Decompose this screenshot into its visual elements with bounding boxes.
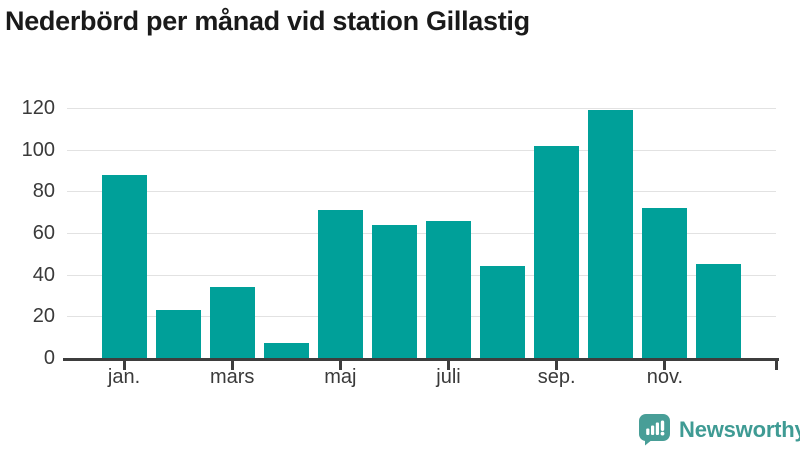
gridline-y-20 bbox=[67, 316, 776, 318]
chart-title: Nederbörd per månad vid station Gillasti… bbox=[5, 6, 530, 36]
plot-area bbox=[63, 108, 779, 370]
x-tick-label-sep.: sep. bbox=[537, 366, 576, 388]
bar-apr. bbox=[263, 343, 309, 358]
y-tick-label-120: 120 bbox=[21, 97, 55, 119]
x-tick-juli bbox=[447, 358, 451, 370]
x-tick-mars bbox=[230, 358, 234, 370]
x-axis-labels: jan. mars maj juli sep. nov. bbox=[67, 366, 776, 394]
x-tick-maj bbox=[338, 358, 342, 370]
bar-mars bbox=[209, 287, 255, 358]
x-tick-sep. bbox=[555, 358, 559, 370]
x-axis-end-tick bbox=[775, 358, 778, 370]
gridline-y-40 bbox=[67, 274, 776, 276]
x-tick-jan. bbox=[122, 358, 126, 370]
bar-jan. bbox=[101, 174, 147, 358]
x-tick-label-juli: juli bbox=[436, 366, 461, 388]
y-tick-label-80: 80 bbox=[32, 180, 55, 203]
y-axis-labels: 0 20 40 60 80 100 120 bbox=[0, 97, 55, 369]
y-tick-label-100: 100 bbox=[21, 138, 55, 161]
x-tick-label-jan.: jan. bbox=[107, 366, 141, 388]
bar-juni bbox=[371, 224, 417, 358]
x-tick-label-maj: maj bbox=[324, 366, 357, 388]
bar-aug. bbox=[480, 266, 526, 358]
y-tick-label-20: 20 bbox=[32, 305, 55, 328]
y-tick-label-0: 0 bbox=[43, 347, 55, 369]
gridline-y-60 bbox=[67, 233, 776, 234]
y-tick-label-40: 40 bbox=[32, 263, 55, 286]
bar-sep. bbox=[534, 145, 580, 358]
x-tick-label-mars: mars bbox=[209, 366, 255, 388]
gridline-y-120 bbox=[67, 108, 776, 109]
bar-dec. bbox=[696, 264, 742, 358]
bar-nov. bbox=[642, 208, 688, 358]
newsworthy-logo[interactable]: Newsworthy bbox=[638, 413, 800, 446]
bar-okt. bbox=[588, 110, 634, 358]
y-tick-label-60: 60 bbox=[32, 222, 55, 244]
newsworthy-wordmark: Newsworthy bbox=[679, 416, 800, 442]
gridline-y-80 bbox=[67, 191, 776, 193]
x-tick-label-nov.: nov. bbox=[646, 366, 684, 388]
x-tick-nov. bbox=[663, 358, 667, 370]
x-axis-line bbox=[63, 358, 779, 361]
gridline-y-100 bbox=[67, 149, 776, 151]
bar-maj bbox=[317, 210, 363, 358]
bar-feb. bbox=[155, 310, 201, 358]
newsworthy-icon bbox=[639, 414, 670, 446]
bar-juli bbox=[426, 220, 472, 358]
